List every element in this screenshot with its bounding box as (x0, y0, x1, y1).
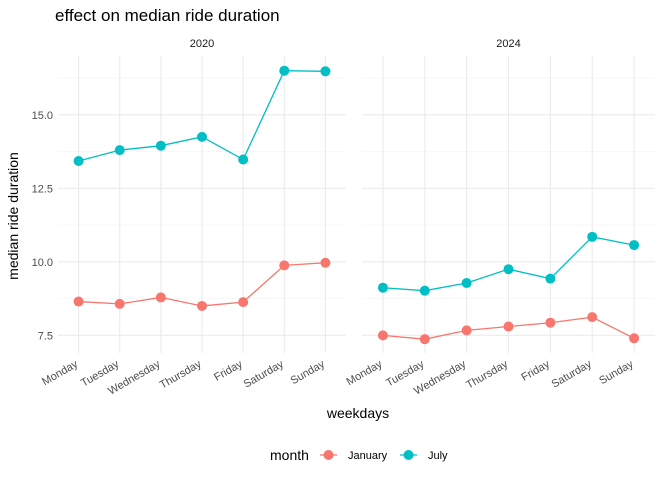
x-axis-title: weekdays (326, 405, 389, 421)
x-tick-label: Friday (212, 358, 245, 384)
data-point-january (377, 330, 388, 341)
data-point-january (279, 260, 290, 271)
facet-label: 2024 (496, 38, 520, 50)
data-point-july (155, 140, 166, 151)
data-point-january (629, 333, 640, 344)
legend-point (323, 450, 334, 460)
x-tick-label: Sunday (597, 358, 636, 387)
legend-label: January (348, 450, 388, 462)
data-point-july (587, 231, 598, 242)
x-tick-label: Thursday (464, 358, 510, 392)
legend-point (403, 450, 414, 460)
legend-key-january: January (320, 450, 388, 462)
legend-key-july: July (400, 450, 448, 462)
data-point-january (73, 296, 84, 307)
legend-title: month (270, 447, 309, 463)
data-point-july (73, 155, 84, 166)
data-point-july (320, 66, 331, 77)
data-point-july (238, 154, 249, 165)
y-axis-title: median ride duration (5, 152, 21, 280)
data-point-july (461, 278, 472, 289)
facet-panel-2020: 20207.510.012.515.0MondayTuesdayWednesda… (32, 38, 346, 398)
data-point-january (155, 292, 166, 303)
data-point-july (503, 264, 514, 275)
data-point-january (545, 317, 556, 328)
data-point-july (629, 240, 640, 251)
x-tick-label: Sunday (289, 358, 328, 387)
data-point-july (197, 131, 207, 142)
chart-title: effect on median ride duration (55, 6, 280, 25)
x-tick-label: Saturday (550, 358, 595, 391)
x-tick-label: Thursday (158, 358, 204, 392)
x-tick-label: Monday (40, 358, 80, 388)
x-tick-label: Friday (519, 358, 552, 384)
data-point-january (419, 334, 430, 345)
data-point-january (197, 300, 207, 311)
data-point-january (503, 321, 514, 332)
y-tick-label: 15.0 (32, 110, 53, 122)
y-tick-label: 7.5 (38, 330, 53, 342)
x-tick-label: Monday (345, 358, 385, 388)
facet-label: 2020 (190, 38, 214, 50)
data-point-july (377, 282, 388, 293)
data-point-july (419, 285, 430, 296)
data-point-july (545, 273, 556, 284)
data-point-january (238, 297, 249, 308)
legend-label: July (428, 450, 448, 462)
y-tick-label: 10.0 (32, 257, 53, 269)
x-tick-label: Saturday (242, 358, 287, 391)
legend-keys: January July (320, 450, 448, 462)
facet-panels: 20207.510.012.515.0MondayTuesdayWednesda… (32, 38, 655, 398)
data-point-july (279, 65, 290, 76)
data-point-january (320, 257, 331, 268)
data-point-july (114, 145, 125, 156)
data-point-january (461, 325, 472, 336)
data-point-january (114, 298, 125, 309)
data-point-january (587, 312, 598, 323)
y-tick-label: 12.5 (32, 183, 53, 195)
legend: month January July (270, 447, 448, 463)
